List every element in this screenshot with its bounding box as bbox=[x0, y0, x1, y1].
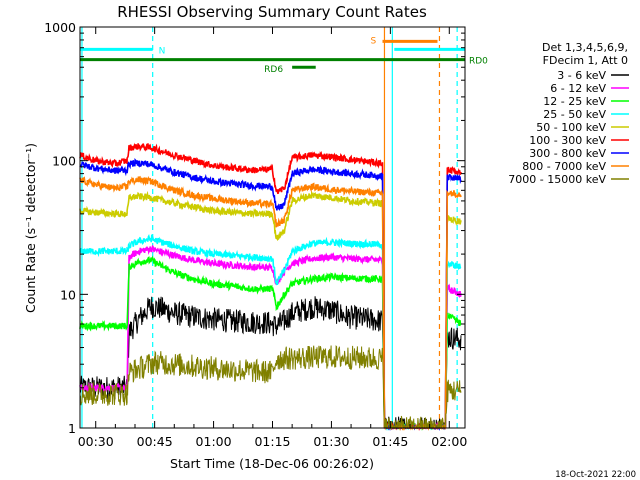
axes: 00:30 00:45 01:00 01:15 01:30 01:45 02:00 1 10 10… bbox=[44, 20, 467, 449]
x-tick-label-2: 01:00 bbox=[196, 434, 232, 449]
x-axis-label: Start Time (18-Dec-06 00:26:02) bbox=[170, 456, 374, 471]
series-lines bbox=[79, 142, 462, 432]
y-axis-label: Count Rate (s⁻¹ detector⁻¹) bbox=[23, 143, 38, 313]
legend-header-0: Det 1,3,4,5,6,9, bbox=[542, 41, 628, 54]
annotation-label-2: RD0 bbox=[469, 57, 488, 67]
legend-entry-4: 50 - 100 keV bbox=[536, 121, 606, 134]
x-tick-label-6: 02:00 bbox=[431, 434, 467, 449]
legend-entry-3: 25 - 50 keV bbox=[543, 108, 606, 121]
x-tick-label-5: 01:45 bbox=[372, 434, 408, 449]
x-tick-label-3: 01:15 bbox=[254, 434, 290, 449]
y-tick-label-3: 1000 bbox=[44, 20, 76, 35]
series-line-1 bbox=[79, 244, 462, 431]
y-tick-label-1: 10 bbox=[60, 287, 76, 302]
legend-entry-0: 3 - 6 keV bbox=[557, 69, 606, 82]
legend: Det 1,3,4,5,6,9,FDecim 1, Att 0 3 - 6 keV… bbox=[508, 41, 629, 186]
series-line-4 bbox=[79, 190, 462, 432]
legend-entry-8: 7000 - 15000 keV bbox=[508, 173, 606, 186]
x-tick-label-1: 00:45 bbox=[137, 434, 173, 449]
legend-entry-5: 100 - 300 keV bbox=[529, 134, 606, 147]
legend-entry-6: 300 - 800 keV bbox=[529, 147, 606, 160]
annotation-bars: N RD0 RD6 S bbox=[80, 36, 488, 75]
series-line-2 bbox=[79, 255, 462, 431]
annotation-label-0: N bbox=[159, 46, 166, 56]
y-tick-label-0: 1 bbox=[68, 421, 76, 436]
series-line-8 bbox=[79, 345, 462, 430]
chart-title: RHESSI Observing Summary Count Rates bbox=[117, 3, 427, 21]
y-tick-label-2: 100 bbox=[52, 154, 76, 169]
x-tick-label-0: 00:30 bbox=[78, 434, 114, 449]
legend-header-1: FDecim 1, Att 0 bbox=[543, 54, 628, 67]
legend-entry-7: 800 - 7000 keV bbox=[522, 160, 606, 173]
x-tick-label-4: 01:30 bbox=[313, 434, 349, 449]
legend-entry-2: 12 - 25 keV bbox=[543, 95, 606, 108]
legend-entry-1: 6 - 12 keV bbox=[550, 82, 606, 95]
annotation-label-3: RD6 bbox=[264, 65, 283, 75]
annotation-label-4: S bbox=[371, 36, 377, 46]
footer-timestamp: 18-Oct-2021 22:00 bbox=[555, 470, 636, 480]
